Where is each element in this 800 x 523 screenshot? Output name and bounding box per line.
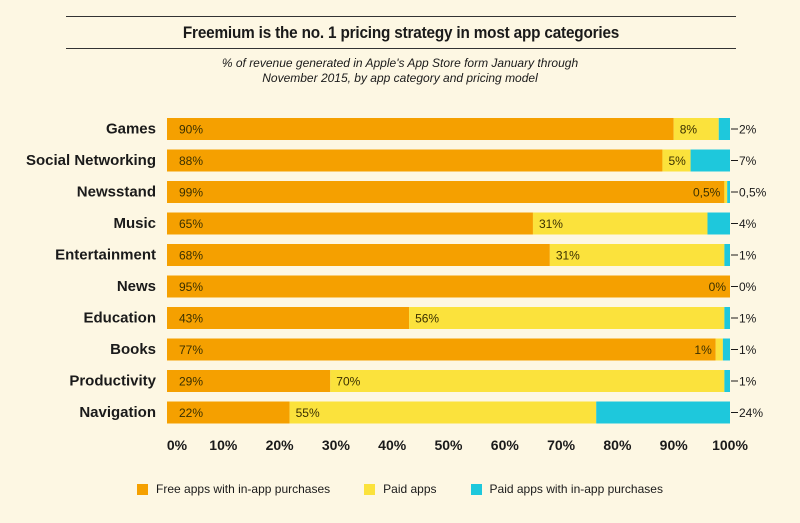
bar-entertainment-free-iap — [167, 244, 550, 266]
data-label-music-paid: 31% — [539, 217, 563, 231]
x-tick-label-20: 20% — [266, 437, 295, 453]
data-label-navigation-paid-iap: 24% — [739, 406, 763, 420]
data-label-music-free-iap: 65% — [179, 217, 203, 231]
data-label-social-networking-free-iap: 88% — [179, 154, 203, 168]
data-label-newsstand-paid: 0,5% — [693, 186, 721, 200]
bar-productivity-free-iap — [167, 370, 331, 392]
legend-item-free-iap: Free apps with in-app purchases — [137, 482, 330, 496]
subtitle-line-1: % of revenue generated in Apple's App St… — [221, 56, 579, 70]
top-rule — [66, 16, 736, 17]
x-tick-label-10: 10% — [209, 437, 238, 453]
bar-games-paid — [673, 118, 719, 140]
bar-social-networking-free-iap — [167, 149, 663, 172]
data-label-books-paid-iap: 1% — [739, 343, 757, 357]
legend-label-free-iap: Free apps with in-app purchases — [156, 482, 331, 496]
bar-education-paid-iap — [724, 307, 730, 329]
data-label-books-paid: 1% — [694, 343, 712, 357]
x-tick-label-70: 70% — [547, 437, 576, 453]
bar-newsstand-paid — [724, 181, 728, 203]
data-label-education-paid-iap: 1% — [739, 312, 757, 326]
data-label-navigation-paid: 55% — [296, 406, 320, 420]
bar-books-free-iap — [167, 338, 716, 361]
data-label-social-networking-paid: 5% — [668, 154, 686, 168]
data-label-navigation-free-iap: 22% — [179, 406, 203, 420]
bar-education-free-iap — [167, 307, 410, 329]
data-label-education-free-iap: 43% — [179, 312, 203, 326]
legend-label-paid: Paid apps — [383, 482, 437, 496]
bar-games-paid-iap — [718, 118, 730, 140]
bar-newsstand-free-iap — [167, 181, 725, 203]
bar-entertainment-paid — [549, 244, 725, 266]
bar-games-free-iap — [167, 118, 674, 140]
title-rule — [66, 48, 736, 49]
legend-label-paid-iap: Paid apps with in-app purchases — [489, 482, 663, 496]
category-label-news: News — [117, 278, 156, 295]
bar-music-paid-iap — [707, 212, 730, 235]
bar-music-free-iap — [167, 212, 533, 235]
bar-news-free-iap — [167, 275, 730, 298]
data-label-news-free-iap: 95% — [179, 280, 203, 294]
stacked-bar-chart: Games 90% 8% 2% Social Networking 88% 5% 7% News… — [26, 118, 767, 453]
subtitle-line-2: November 2015, by app category and prici… — [262, 71, 538, 85]
data-label-education-paid: 56% — [415, 312, 439, 326]
data-label-games-paid: 8% — [680, 123, 698, 137]
legend-item-paid: Paid apps — [364, 482, 437, 496]
bar-music-paid — [532, 212, 708, 235]
bar-navigation-paid-iap — [596, 401, 730, 424]
category-label-newsstand: Newsstand — [77, 184, 156, 201]
data-label-games-free-iap: 90% — [179, 123, 203, 137]
bar-productivity-paid — [330, 370, 725, 392]
data-label-entertainment-free-iap: 68% — [179, 249, 203, 263]
bar-navigation-free-iap — [167, 401, 290, 424]
category-label-entertainment: Entertainment — [55, 247, 156, 264]
category-label-games: Games — [106, 121, 156, 138]
category-label-productivity: Productivity — [69, 373, 156, 390]
bar-social-networking-paid — [662, 149, 691, 172]
category-label-books: Books — [110, 341, 156, 358]
x-tick-label-50: 50% — [434, 437, 463, 453]
data-label-music-paid-iap: 4% — [739, 217, 757, 231]
x-tick-label-0: 0% — [167, 437, 188, 453]
bar-education-paid — [409, 307, 725, 329]
x-tick-label-80: 80% — [603, 437, 632, 453]
category-label-navigation: Navigation — [79, 404, 156, 421]
bar-entertainment-paid-iap — [724, 244, 730, 266]
data-label-productivity-paid: 70% — [336, 375, 360, 389]
x-tick-label-40: 40% — [378, 437, 407, 453]
x-tick-label-30: 30% — [322, 437, 351, 453]
bar-books-paid — [715, 338, 723, 361]
bar-books-paid-iap — [722, 338, 730, 361]
legend-swatch-paid — [364, 483, 376, 495]
legend-item-paid-iap: Paid apps with in-app purchases — [470, 482, 663, 496]
legend-swatch-free-iap — [137, 483, 149, 495]
bar-productivity-paid-iap — [724, 370, 730, 392]
chart-title: Freemium is the no. 1 pricing strategy i… — [182, 23, 620, 42]
x-tick-label-60: 60% — [491, 437, 520, 453]
bar-newsstand-paid-iap — [727, 181, 730, 203]
data-label-news-paid-iap: 0% — [739, 280, 757, 294]
data-label-newsstand-free-iap: 99% — [179, 186, 203, 200]
x-tick-label-90: 90% — [660, 437, 689, 453]
category-label-music: Music — [113, 215, 156, 232]
data-label-productivity-free-iap: 29% — [179, 375, 203, 389]
bar-navigation-paid — [289, 401, 597, 424]
category-label-social-networking: Social Networking — [26, 152, 156, 169]
x-tick-label-100: 100% — [712, 437, 748, 453]
data-label-entertainment-paid: 31% — [556, 249, 580, 263]
data-label-newsstand-paid-iap: 0,5% — [739, 186, 767, 200]
bar-social-networking-paid-iap — [690, 149, 730, 172]
data-label-news-paid: 0% — [709, 280, 727, 294]
legend-swatch-paid-iap — [470, 483, 482, 495]
data-label-games-paid-iap: 2% — [739, 123, 757, 137]
category-label-education: Education — [83, 310, 156, 327]
data-label-productivity-paid-iap: 1% — [739, 375, 757, 389]
chart-subtitle: % of revenue generated in Apple's App St… — [150, 56, 650, 86]
data-label-books-free-iap: 77% — [179, 343, 203, 357]
data-label-social-networking-paid-iap: 7% — [739, 154, 757, 168]
legend: Free apps with in-app purchases Paid app… — [0, 481, 800, 497]
data-label-entertainment-paid-iap: 1% — [739, 249, 757, 263]
